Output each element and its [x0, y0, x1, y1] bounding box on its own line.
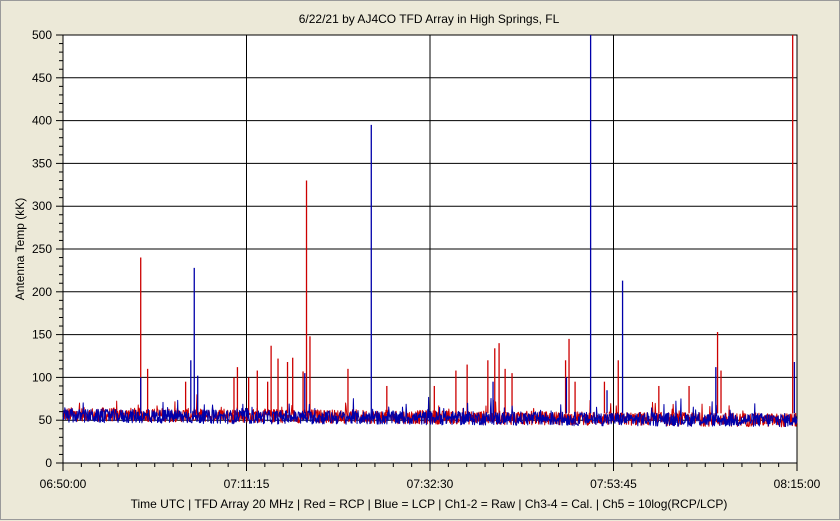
- series-lcp: [62, 35, 798, 428]
- x-tick-label: 07:32:30: [407, 477, 454, 491]
- x-tick-label: 06:50:00: [40, 477, 87, 491]
- y-tick-label: 250: [32, 242, 52, 256]
- y-tick-label: 50: [39, 413, 53, 427]
- x-tick-label: 08:15:00: [774, 477, 821, 491]
- series-trace-lcp: [62, 396, 798, 428]
- y-tick-label: 300: [32, 199, 52, 213]
- y-axis-label: Antenna Temp (kK): [13, 198, 27, 301]
- y-tick-label: 450: [32, 71, 52, 85]
- x-axis-label: Time UTC | TFD Array 20 MHz | Red = RCP …: [131, 497, 728, 511]
- y-tick-label: 500: [32, 28, 52, 42]
- y-tick-label: 400: [32, 114, 52, 128]
- y-tick-label: 0: [45, 456, 52, 470]
- x-tick-label: 07:53:45: [590, 477, 637, 491]
- y-tick-label: 150: [32, 328, 52, 342]
- y-tick-label: 350: [32, 156, 52, 170]
- chart-title: 6/22/21 by AJ4CO TFD Array in High Sprin…: [299, 12, 560, 26]
- x-tick-labels: 06:50:00 07:11:15 07:32:30 07:53:45 08:15:00: [40, 477, 821, 491]
- y-tick-label: 100: [32, 370, 52, 384]
- y-tick-label: 200: [32, 285, 52, 299]
- data-layer: [62, 35, 798, 428]
- y-tick-labels: 0 50 100 150 200 250 300 350 400 450 500: [32, 28, 52, 470]
- x-tick-label: 07:11:15: [224, 477, 270, 491]
